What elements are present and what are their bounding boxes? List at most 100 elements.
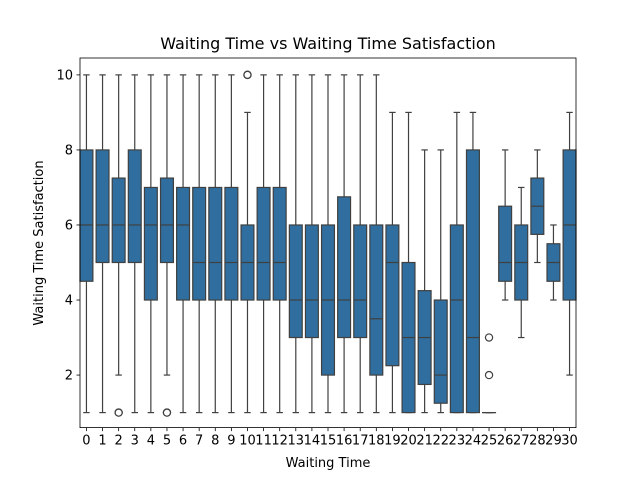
x-axis-title: Waiting Time xyxy=(286,456,371,471)
box-20 xyxy=(401,111,416,414)
box-iqr xyxy=(159,177,175,264)
box-0 xyxy=(79,74,94,414)
box-10 xyxy=(240,70,255,414)
x-tick-label: 18 xyxy=(368,434,385,449)
box-6 xyxy=(176,74,191,414)
box-19 xyxy=(385,111,400,414)
outlier-point xyxy=(162,408,172,417)
box-iqr xyxy=(385,224,400,367)
box-iqr xyxy=(465,149,480,414)
box-13 xyxy=(288,74,303,414)
box-iqr xyxy=(143,186,158,301)
box-21 xyxy=(417,149,432,414)
x-axis: 0 1 2 3 4 5 6 7 8 9 10 11 12 13 14 15 16 17 18 19 20 21 22 23 24… xyxy=(82,427,578,449)
y-tick-label: 4 xyxy=(65,294,73,309)
x-tick-label: 25 xyxy=(481,434,498,449)
box-iqr xyxy=(111,177,126,264)
box-iqr xyxy=(208,186,223,301)
box-18 xyxy=(369,74,384,414)
box-4 xyxy=(143,74,158,414)
y-tick-label: 6 xyxy=(65,218,73,233)
box-iqr xyxy=(79,149,94,282)
box-iqr xyxy=(498,205,513,282)
x-tick-label: 22 xyxy=(432,434,449,449)
box-iqr xyxy=(127,149,142,264)
chart-title: Waiting Time vs Waiting Time Satisfactio… xyxy=(160,34,496,53)
box-8 xyxy=(208,74,223,414)
outlier-point xyxy=(243,70,252,80)
y-tick-label: 10 xyxy=(56,68,73,83)
x-tick-label: 11 xyxy=(255,434,272,449)
x-tick-label: 3 xyxy=(131,434,139,449)
box-15 xyxy=(320,74,336,414)
x-tick-label: 30 xyxy=(561,434,578,449)
x-tick-label: 16 xyxy=(336,434,353,449)
x-tick-label: 14 xyxy=(304,434,321,449)
x-tick-label: 24 xyxy=(465,434,482,449)
y-axis: 2 4 6 8 10 xyxy=(56,68,80,384)
x-tick-label: 19 xyxy=(384,434,401,449)
box-12 xyxy=(272,74,287,414)
y-axis-title: Waiting Time Satisfaction xyxy=(32,160,47,325)
box-30 xyxy=(562,111,577,376)
box-iqr xyxy=(224,186,239,301)
outlier-point xyxy=(114,408,123,417)
box-1 xyxy=(95,74,110,414)
x-tick-label: 28 xyxy=(529,434,546,449)
x-tick-label: 20 xyxy=(400,434,417,449)
box-3 xyxy=(127,74,142,414)
x-tick-label: 0 xyxy=(82,434,90,449)
box-16 xyxy=(337,74,352,414)
box-26 xyxy=(498,149,513,301)
x-tick-label: 5 xyxy=(163,434,171,449)
box-11 xyxy=(256,74,271,414)
box-iqr xyxy=(337,196,352,339)
x-tick-label: 27 xyxy=(513,434,530,449)
box-22 xyxy=(433,149,448,414)
x-tick-label: 7 xyxy=(195,434,203,449)
box-iqr xyxy=(288,224,303,339)
box-7 xyxy=(192,74,207,414)
x-tick-label: 23 xyxy=(449,434,466,449)
box-28 xyxy=(530,149,545,264)
x-tick-label: 21 xyxy=(416,434,433,449)
box-iqr xyxy=(192,186,207,301)
y-tick-label: 2 xyxy=(65,369,73,384)
x-tick-label: 1 xyxy=(98,434,106,449)
outlier-point xyxy=(484,333,494,342)
box-25 xyxy=(481,333,497,414)
box-27 xyxy=(514,186,529,339)
box-5 xyxy=(159,74,175,417)
box-17 xyxy=(353,74,368,414)
x-tick-label: 10 xyxy=(239,434,256,449)
x-tick-label: 13 xyxy=(288,434,305,449)
plot-area xyxy=(79,70,577,417)
outlier-point xyxy=(484,370,494,380)
x-tick-label: 2 xyxy=(115,434,123,449)
box-29 xyxy=(546,224,561,301)
box-iqr xyxy=(449,224,464,414)
box-iqr xyxy=(256,186,271,301)
box-iqr xyxy=(272,186,287,301)
x-tick-label: 8 xyxy=(211,434,219,449)
box-iqr xyxy=(304,224,319,339)
x-tick-label: 4 xyxy=(147,434,155,449)
x-tick-label: 12 xyxy=(271,434,288,449)
box-14 xyxy=(304,74,319,414)
x-tick-label: 17 xyxy=(352,434,369,449)
box-iqr xyxy=(95,149,110,264)
box-24 xyxy=(465,111,480,414)
box-2 xyxy=(111,74,126,417)
x-tick-label: 26 xyxy=(497,434,514,449)
box-23 xyxy=(449,111,464,414)
box-iqr xyxy=(353,224,368,339)
x-tick-label: 6 xyxy=(179,434,187,449)
box-iqr xyxy=(433,299,448,404)
box-9 xyxy=(224,74,239,414)
x-tick-label: 9 xyxy=(227,434,235,449)
x-tick-label: 29 xyxy=(545,434,562,449)
box-iqr xyxy=(176,186,191,301)
y-tick-label: 8 xyxy=(65,143,73,158)
x-tick-label: 15 xyxy=(320,434,337,449)
